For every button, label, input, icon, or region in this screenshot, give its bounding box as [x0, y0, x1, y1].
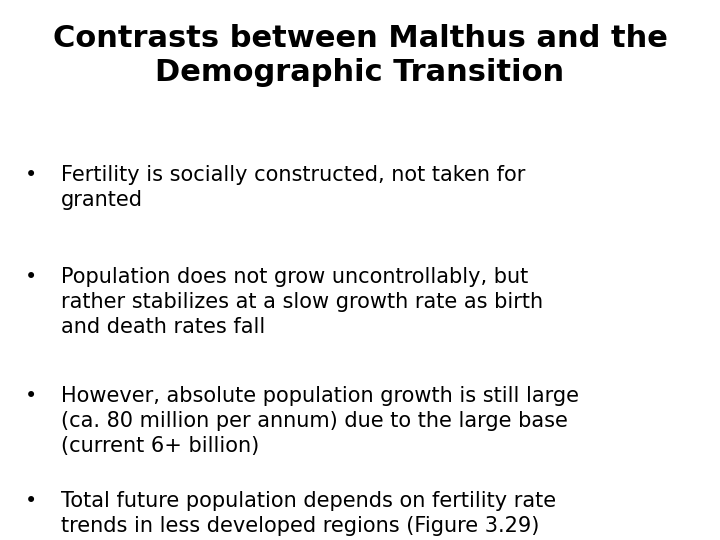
- Text: •: •: [25, 165, 37, 185]
- Text: •: •: [25, 386, 37, 406]
- Text: •: •: [25, 491, 37, 511]
- Text: Fertility is socially constructed, not taken for
granted: Fertility is socially constructed, not t…: [61, 165, 526, 210]
- Text: Contrasts between Malthus and the
Demographic Transition: Contrasts between Malthus and the Demogr…: [53, 24, 667, 87]
- Text: •: •: [25, 267, 37, 287]
- Text: However, absolute population growth is still large
(ca. 80 million per annum) du: However, absolute population growth is s…: [61, 386, 579, 456]
- Text: Total future population depends on fertility rate
trends in less developed regio: Total future population depends on ferti…: [61, 491, 557, 536]
- Text: Population does not grow uncontrollably, but
rather stabilizes at a slow growth : Population does not grow uncontrollably,…: [61, 267, 544, 337]
